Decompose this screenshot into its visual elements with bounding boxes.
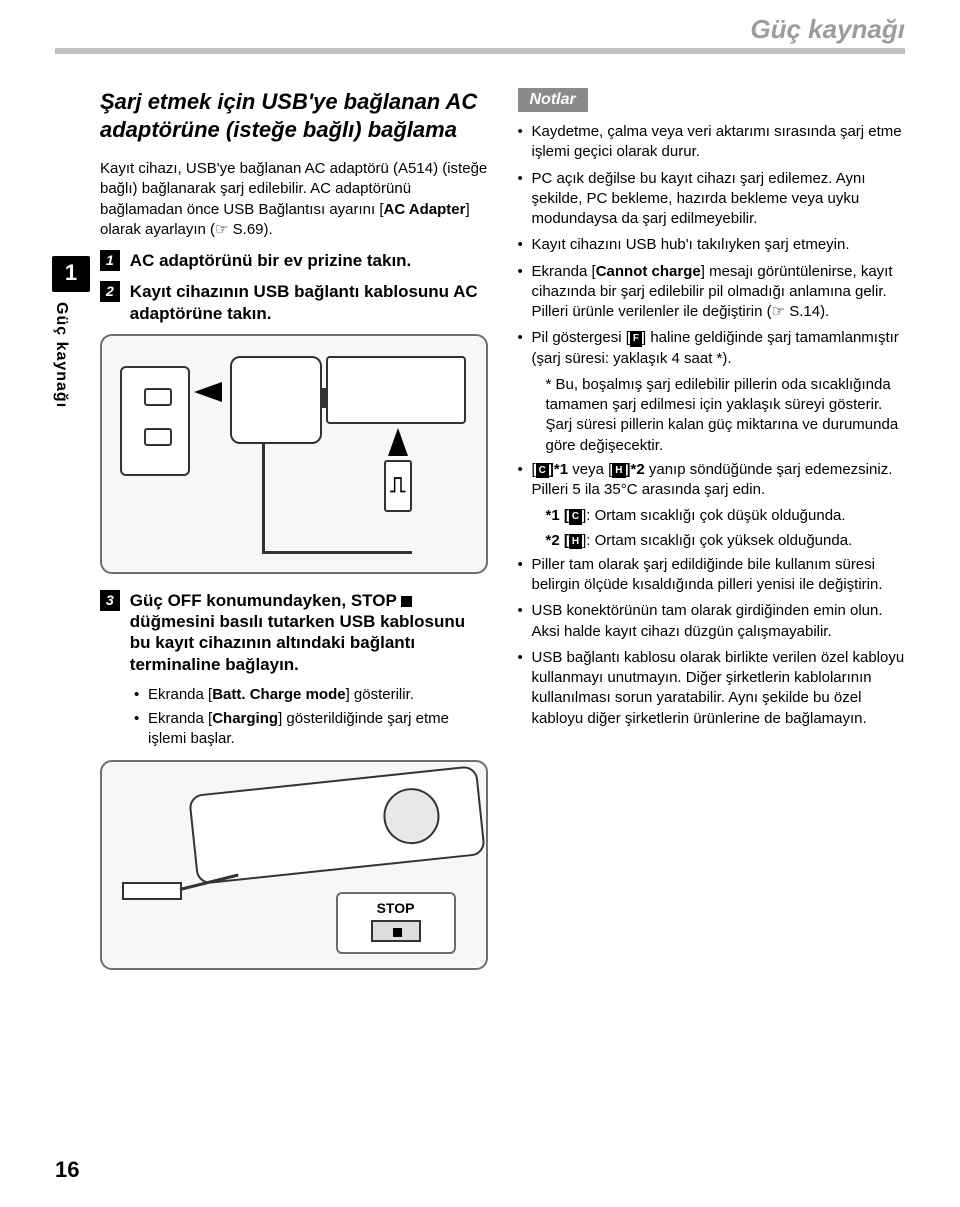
figure-adapter: ⎍	[100, 334, 488, 574]
step3-pre: Güç OFF konumundayken, STOP	[130, 591, 397, 610]
step3-b2: Ekranda [Charging] gösterildiğinde şarj …	[134, 709, 488, 750]
note-6: [C]*1 veya [H]*2 yanıp söndüğünde şarj e…	[518, 460, 906, 501]
temp-hot-icon: H	[612, 463, 625, 479]
step-3-num: 3	[100, 590, 120, 611]
outlet-illustration	[120, 366, 190, 476]
note-6-sub1: *1 [C]: Ortam sıcaklığı çok düşük olduğu…	[518, 506, 906, 526]
usb-connector-illustration	[122, 882, 182, 900]
header-divider	[55, 48, 905, 54]
note-5-sub: * Bu, boşalmış şarj edilebilir pillerin …	[518, 375, 906, 456]
note-3: Kayıt cihazını USB hub'ı takılıyken şarj…	[518, 235, 906, 255]
step3-b1: Ekranda [Batt. Charge mode] gösterilir.	[134, 685, 488, 705]
notes-heading: Notlar	[518, 88, 588, 112]
step-2-text: Kayıt cihazının USB bağlantı kablosunu A…	[130, 281, 488, 324]
arrow-up-icon	[388, 428, 408, 456]
arrow-left-icon	[194, 382, 222, 402]
stop-label: STOP	[346, 900, 446, 916]
note-2: PC açık değilse bu kayıt cihazı şarj edi…	[518, 169, 906, 230]
recorder-illustration	[188, 765, 486, 885]
adapter-illustration	[230, 356, 322, 444]
step-1-num: 1	[100, 250, 120, 271]
cable-illustration-b	[262, 551, 412, 554]
step-1: 1 AC adaptörünü bir ev prizine takın.	[100, 250, 488, 271]
intro-text: Kayıt cihazı, USB'ye bağlanan AC adaptör…	[100, 159, 488, 240]
running-header: Güç kaynağı	[742, 14, 905, 45]
step-1-text: AC adaptörünü bir ev prizine takın.	[130, 250, 411, 271]
chapter-tab: 1 Güç kaynağı	[52, 256, 90, 408]
figure-recorder: STOP	[100, 760, 488, 970]
page-number: 16	[55, 1157, 79, 1183]
usb-icon: ⎍	[390, 472, 405, 498]
step-3: 3 Güç OFF konumundayken, STOP düğmesini …	[100, 590, 488, 675]
stop-button-illustration	[371, 920, 421, 942]
temp-hot-icon-2: H	[569, 534, 582, 550]
chapter-number: 1	[52, 256, 90, 292]
notes-list: Kaydetme, çalma veya veri aktarımı sıras…	[518, 122, 906, 729]
section-heading: Şarj etmek için USB'ye bağlanan AC adapt…	[100, 88, 488, 143]
note-7: Piller tam olarak şarj edildiğinde bile …	[518, 555, 906, 596]
left-column: Şarj etmek için USB'ye bağlanan AC adapt…	[100, 88, 488, 970]
stop-icon	[401, 596, 412, 607]
cable-illustration	[262, 444, 265, 554]
note-1: Kaydetme, çalma veya veri aktarımı sıras…	[518, 122, 906, 163]
note-9: USB bağlantı kablosu olarak birlikte ver…	[518, 648, 906, 729]
note-5: Pil göstergesi [F] haline geldiğinde şar…	[518, 328, 906, 369]
temp-cold-icon: C	[536, 463, 549, 479]
battery-full-icon: F	[630, 331, 642, 347]
stop-callout: STOP	[336, 892, 456, 954]
temp-cold-icon-2: C	[569, 509, 582, 525]
step-3-text: Güç OFF konumundayken, STOP düğmesini ba…	[130, 590, 488, 675]
dock-illustration	[326, 356, 466, 424]
note-4: Ekranda [Cannot charge] mesajı görüntüle…	[518, 262, 906, 323]
step3-post: düğmesini basılı tutarken USB kablosunu …	[130, 612, 465, 674]
note-6-sub2: *2 [H]: Ortam sıcaklığı çok yüksek olduğ…	[518, 531, 906, 551]
step-2-num: 2	[100, 281, 120, 302]
intro-bold: AC Adapter	[384, 201, 466, 218]
right-column: Notlar Kaydetme, çalma veya veri aktarım…	[518, 88, 906, 970]
step-2: 2 Kayıt cihazının USB bağlantı kablosunu…	[100, 281, 488, 324]
note-8: USB konektörünün tam olarak girdiğinden …	[518, 601, 906, 642]
step-3-bullets: Ekranda [Batt. Charge mode] gösterilir. …	[134, 685, 488, 750]
chapter-title: Güç kaynağı	[52, 302, 70, 408]
